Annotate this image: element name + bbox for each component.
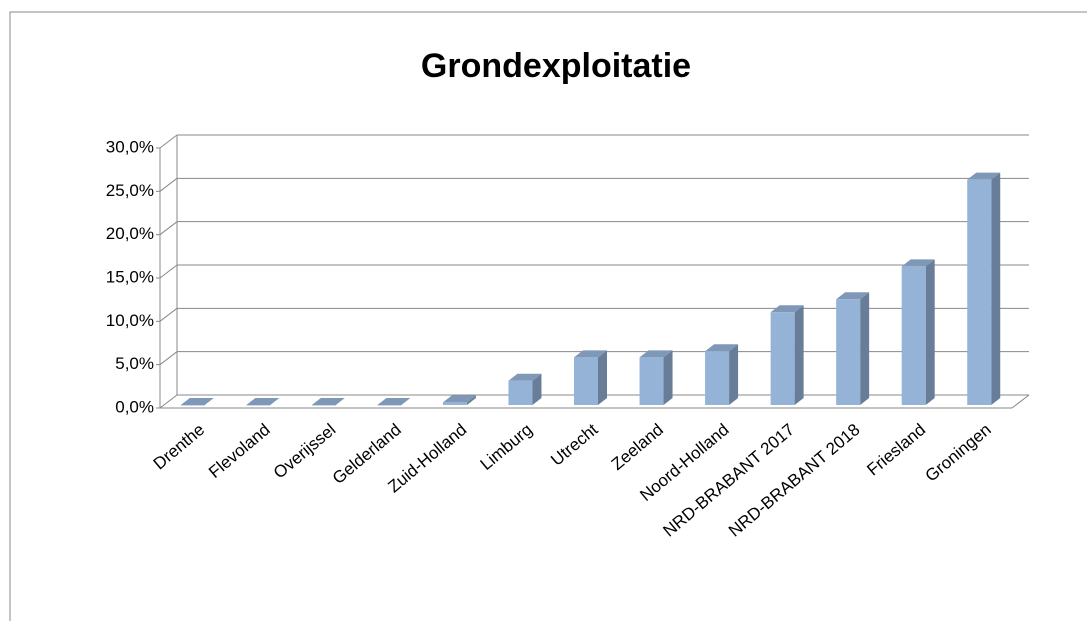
y-tick-label: 0,0% bbox=[115, 397, 154, 416]
bar-side bbox=[466, 395, 476, 405]
bar bbox=[770, 312, 795, 405]
bar bbox=[639, 357, 664, 405]
bar bbox=[836, 299, 861, 405]
grid-line bbox=[159, 351, 178, 366]
bar-side bbox=[794, 305, 804, 405]
grid-line bbox=[159, 177, 178, 192]
bar-top bbox=[574, 350, 607, 358]
grid-line bbox=[159, 221, 178, 236]
bar-side bbox=[663, 350, 673, 405]
bar-side bbox=[991, 172, 1001, 405]
bar-side bbox=[729, 344, 739, 405]
grid-line bbox=[159, 264, 178, 279]
y-tick-label: 15,0% bbox=[106, 267, 154, 286]
bar-top bbox=[311, 398, 345, 405]
bar-top bbox=[770, 305, 804, 313]
bar-top bbox=[967, 172, 1001, 180]
bar-top bbox=[901, 259, 935, 267]
bar bbox=[311, 405, 336, 406]
bar-top bbox=[377, 398, 411, 405]
axis-line bbox=[1011, 394, 1030, 409]
bar-top bbox=[180, 398, 214, 405]
bar bbox=[574, 357, 598, 405]
grid-line bbox=[159, 394, 178, 409]
grid-line bbox=[159, 307, 178, 322]
bar-top bbox=[442, 395, 476, 403]
bar bbox=[901, 266, 926, 405]
bar-top bbox=[836, 292, 870, 300]
bar-side bbox=[925, 259, 935, 405]
bar bbox=[442, 402, 467, 405]
y-tick-label: 25,0% bbox=[106, 181, 154, 200]
bar bbox=[377, 405, 402, 406]
bar-side bbox=[860, 292, 870, 405]
y-tick-label: 30,0% bbox=[106, 137, 154, 156]
bar-side bbox=[598, 350, 607, 405]
bar-top bbox=[639, 350, 673, 358]
bar bbox=[705, 351, 730, 405]
y-tick-label: 20,0% bbox=[106, 224, 154, 243]
bar-side bbox=[532, 373, 542, 405]
bar bbox=[180, 405, 205, 406]
grid-line bbox=[159, 134, 178, 149]
bar-top bbox=[705, 344, 739, 352]
y-tick-label: 10,0% bbox=[106, 311, 154, 330]
chart-title: Grondexploitatie bbox=[421, 47, 691, 85]
bar-top bbox=[246, 398, 280, 405]
bar bbox=[246, 405, 271, 406]
bar bbox=[508, 380, 533, 405]
bar bbox=[967, 179, 992, 405]
y-tick-label: 5,0% bbox=[115, 354, 154, 373]
bar-top bbox=[508, 373, 542, 381]
